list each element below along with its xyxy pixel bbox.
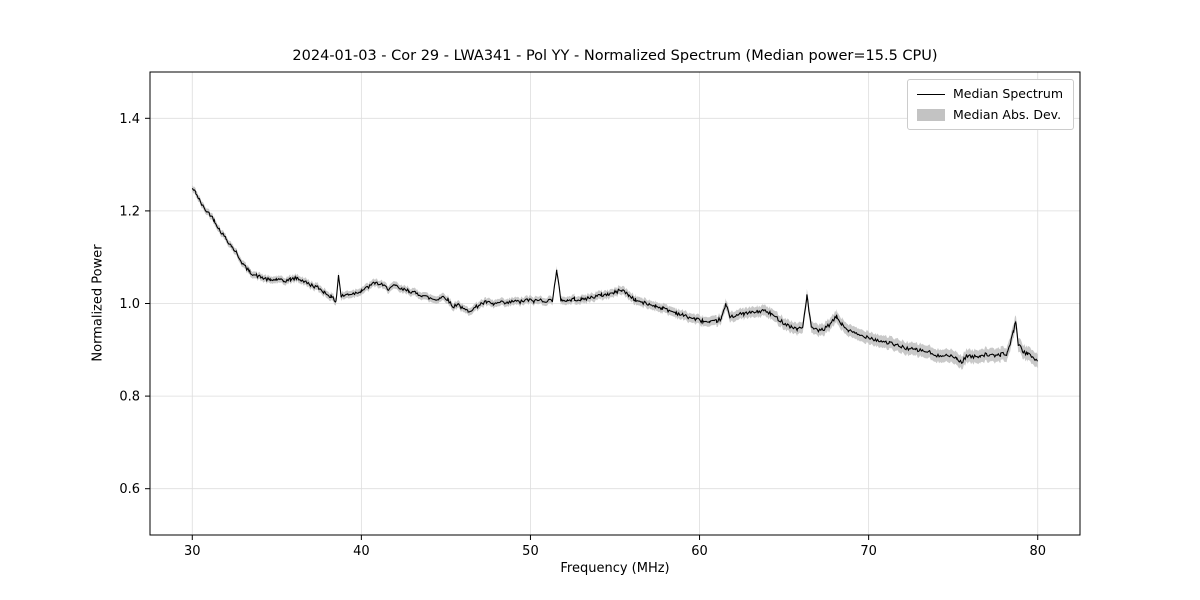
legend-item-median-spectrum: Median Spectrum — [916, 86, 1063, 101]
y-tick-label: 0.6 — [119, 482, 140, 497]
median-abs-dev-band — [192, 185, 1038, 370]
legend: Median Spectrum Median Abs. Dev. — [906, 79, 1074, 130]
x-tick-label: 30 — [184, 544, 201, 559]
x-axis-label: Frequency (MHz) — [560, 561, 670, 576]
y-tick-label: 1.4 — [119, 112, 140, 127]
median-spectrum-line-icon — [916, 93, 945, 95]
y-tick-label: 0.8 — [119, 390, 140, 405]
legend-label-median-spectrum: Median Spectrum — [952, 86, 1063, 101]
x-tick-label: 60 — [691, 544, 708, 559]
x-tick-label: 50 — [522, 544, 539, 559]
x-tick-label: 70 — [860, 544, 877, 559]
median-abs-dev-patch-icon — [916, 109, 945, 121]
x-tick-label: 80 — [1029, 544, 1046, 559]
x-tick-label: 40 — [353, 544, 370, 559]
y-tick-label: 1.2 — [119, 204, 140, 219]
legend-item-median-abs-dev: Median Abs. Dev. — [916, 107, 1063, 122]
median-spectrum-line — [191, 188, 1038, 364]
y-tick-label: 1.0 — [119, 297, 140, 312]
y-axis-label: Normalized Power — [90, 244, 106, 362]
legend-label-median-abs-dev: Median Abs. Dev. — [952, 107, 1062, 122]
plot-title: 2024-01-03 - Cor 29 - LWA341 - Pol YY - … — [292, 48, 938, 64]
